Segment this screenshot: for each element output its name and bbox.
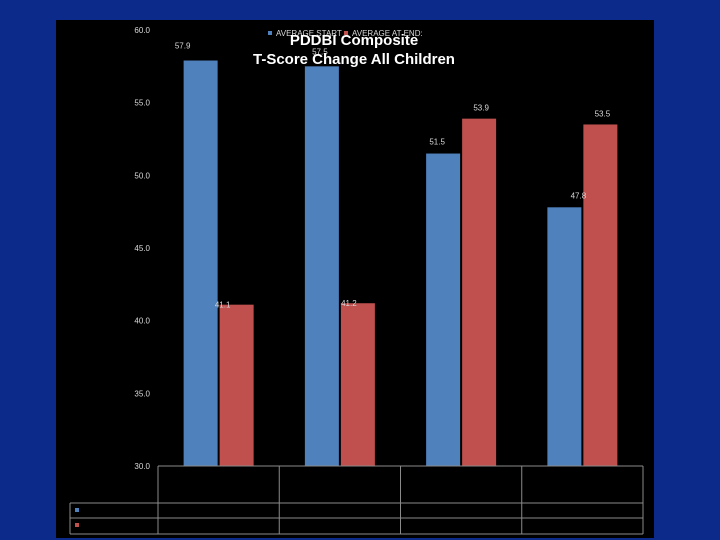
data-label: 51.5 xyxy=(429,138,445,147)
data-table xyxy=(69,465,644,535)
chart-subtitle: T-Score Change All Children xyxy=(253,51,455,68)
bar-end xyxy=(462,118,497,467)
legend-label-start: AVERAGE START xyxy=(276,29,342,38)
bar-start xyxy=(183,60,218,467)
data-label: 53.5 xyxy=(595,109,611,118)
bar-start xyxy=(304,66,339,466)
y-tick-label: 45.0 xyxy=(134,244,150,253)
data-label: 41.2 xyxy=(341,299,357,308)
y-tick-label: 55.0 xyxy=(134,99,150,108)
table-key-start xyxy=(75,508,79,512)
data-label: 41.1 xyxy=(215,301,231,310)
y-tick-label: 40.0 xyxy=(134,317,150,326)
y-tick-label: 60.0 xyxy=(134,26,150,35)
chart-title: PDDBI Composite xyxy=(290,32,418,49)
data-label: 57.9 xyxy=(175,42,191,51)
legend-swatch-start xyxy=(268,31,272,35)
bar-start xyxy=(547,207,582,466)
data-label: 47.8 xyxy=(571,191,587,200)
bar-group xyxy=(183,60,618,467)
bar-end xyxy=(583,124,618,466)
y-axis: 30.0 35.0 40.0 45.0 50.0 55.0 60.0 xyxy=(134,26,150,471)
data-label: 53.9 xyxy=(473,104,489,113)
bar-start xyxy=(426,153,461,467)
legend-label-end: AVERAGE AT END: xyxy=(352,29,423,38)
data-label-group: 57.9 57.5 51.5 47.8 41.1 41.2 53.9 53.5 xyxy=(175,42,611,310)
y-tick-label: 50.0 xyxy=(134,171,150,180)
y-tick-label: 35.0 xyxy=(134,389,150,398)
data-label: 57.5 xyxy=(312,47,328,56)
legend-swatch-end xyxy=(344,31,348,35)
legend: AVERAGE START AVERAGE AT END: xyxy=(268,29,423,38)
bar-end xyxy=(219,304,254,466)
y-tick-label: 30.0 xyxy=(134,462,150,471)
bar-end xyxy=(340,303,375,466)
table-key-end xyxy=(75,523,79,527)
